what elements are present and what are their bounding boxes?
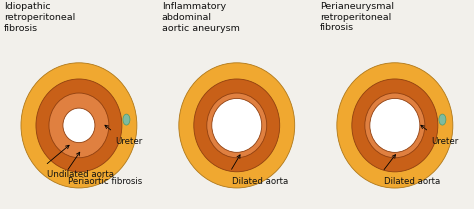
Ellipse shape bbox=[212, 98, 262, 152]
Ellipse shape bbox=[365, 93, 425, 158]
Text: Periaortic fibrosis: Periaortic fibrosis bbox=[68, 177, 143, 186]
Ellipse shape bbox=[179, 63, 295, 188]
Text: Ureter: Ureter bbox=[431, 137, 458, 146]
Ellipse shape bbox=[352, 79, 438, 172]
Ellipse shape bbox=[370, 98, 420, 152]
Text: Dilated aorta: Dilated aorta bbox=[384, 177, 441, 186]
Ellipse shape bbox=[49, 93, 109, 158]
Ellipse shape bbox=[36, 79, 122, 172]
Ellipse shape bbox=[207, 93, 267, 158]
Ellipse shape bbox=[194, 79, 280, 172]
Ellipse shape bbox=[21, 63, 137, 188]
Text: Perianeurysmal
retroperitoneal
fibrosis: Perianeurysmal retroperitoneal fibrosis bbox=[320, 2, 394, 33]
Text: Ureter: Ureter bbox=[115, 137, 142, 146]
Ellipse shape bbox=[63, 108, 95, 143]
Ellipse shape bbox=[123, 114, 130, 125]
Ellipse shape bbox=[337, 63, 453, 188]
Text: Inflammatory
abdominal
aortic aneurysm: Inflammatory abdominal aortic aneurysm bbox=[162, 2, 240, 33]
Text: Idiopathic
retroperitoneal
fibrosis: Idiopathic retroperitoneal fibrosis bbox=[4, 2, 75, 33]
Text: Dilated aorta: Dilated aorta bbox=[232, 177, 288, 186]
Ellipse shape bbox=[439, 114, 446, 125]
Text: Undilated aorta: Undilated aorta bbox=[47, 170, 114, 180]
